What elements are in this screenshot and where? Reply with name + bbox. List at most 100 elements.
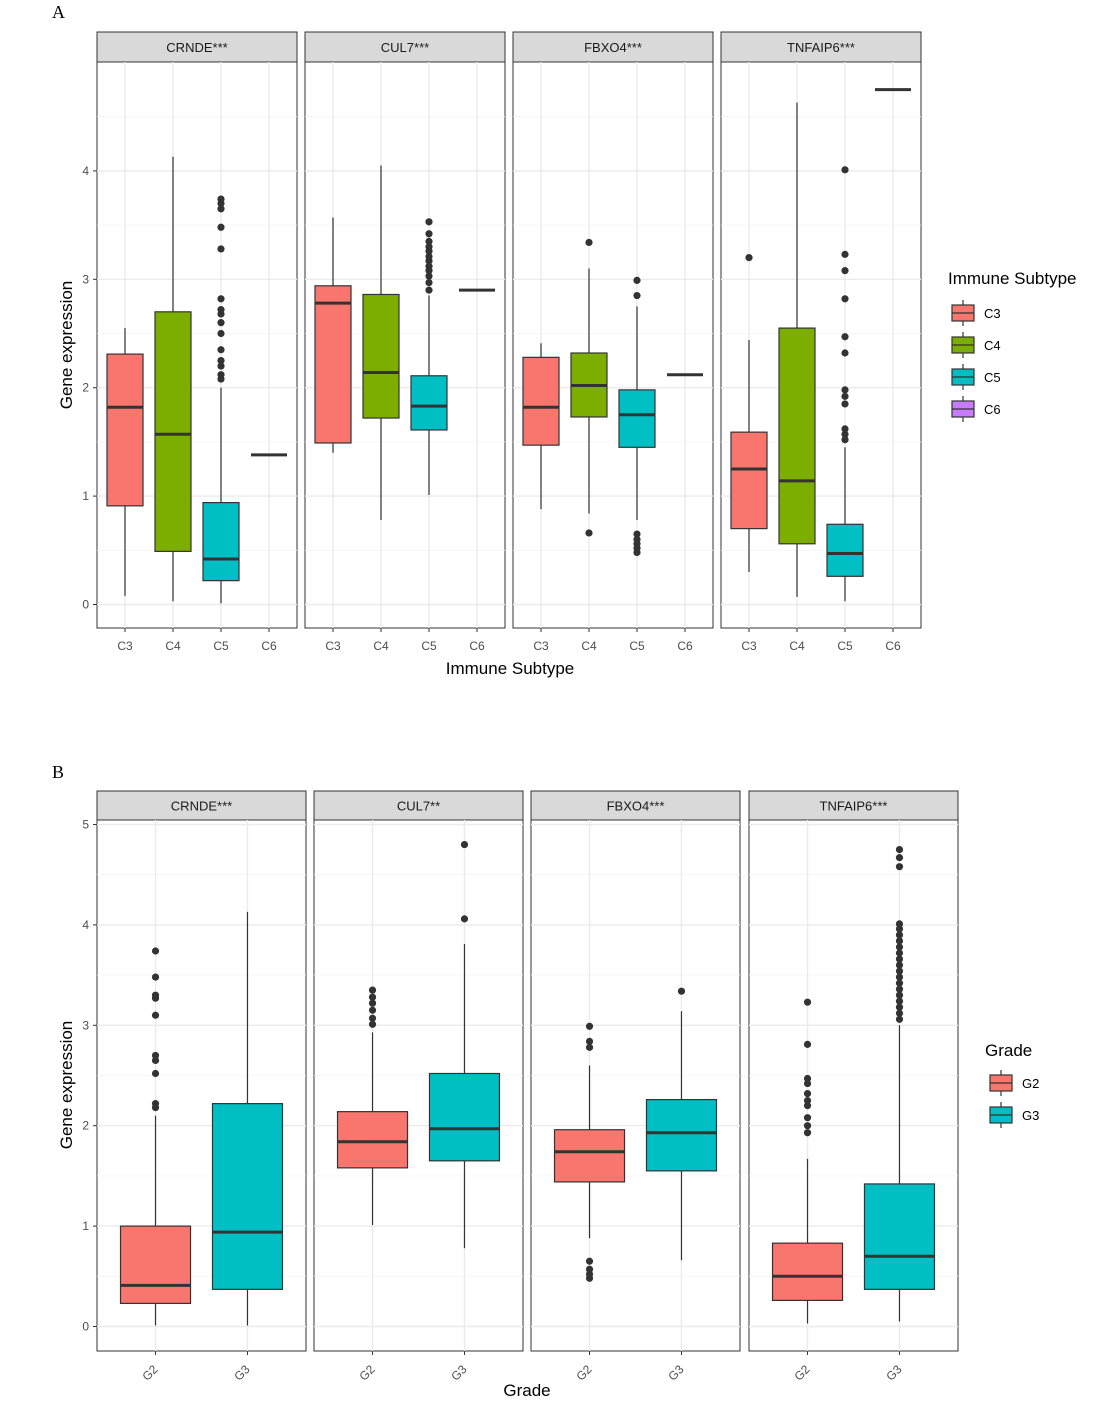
outlier-point xyxy=(895,949,904,957)
outlier-point xyxy=(895,961,904,969)
outlier-point xyxy=(803,998,812,1006)
outlier-point xyxy=(368,986,377,994)
outlier-point xyxy=(460,915,469,923)
facet-strip xyxy=(530,790,741,821)
y-tick-label: 2 xyxy=(82,1119,89,1133)
outlier-point xyxy=(585,1022,594,1030)
facet-strip xyxy=(748,790,959,821)
x-tick-label: C6 xyxy=(469,639,485,653)
outlier-point xyxy=(895,997,904,1005)
y-tick-label: 1 xyxy=(82,489,89,503)
x-tick-label: C5 xyxy=(629,639,645,653)
box-iqr xyxy=(645,1098,718,1172)
outlier-point xyxy=(841,250,849,258)
box-iqr xyxy=(154,311,192,552)
outlier-point xyxy=(151,1100,160,1108)
box-iqr xyxy=(314,285,352,444)
outlier-point xyxy=(803,1129,812,1137)
x-tick-label: C6 xyxy=(677,639,693,653)
facet-strip xyxy=(720,31,922,63)
outlier-point xyxy=(151,1056,160,1065)
box-iqr xyxy=(553,1129,626,1183)
box-G3 xyxy=(211,911,284,1326)
outlier-point xyxy=(841,333,849,341)
x-tick-label: C5 xyxy=(213,639,229,653)
outlier-point xyxy=(633,530,641,538)
outlier-point xyxy=(895,937,904,945)
facet-plot-area xyxy=(512,61,714,629)
facet-title: CUL7*** xyxy=(381,40,429,55)
outlier-point xyxy=(217,329,225,338)
legend-label: G2 xyxy=(1022,1076,1039,1091)
outlier-point xyxy=(633,535,641,544)
y-tick-label: 3 xyxy=(82,272,89,286)
outlier-point xyxy=(368,1020,377,1028)
facet-title: FBXO4*** xyxy=(584,40,642,55)
outlier-point xyxy=(217,346,225,354)
x-tick-label: C3 xyxy=(533,639,549,653)
x-tick-label: C4 xyxy=(581,639,597,653)
outlier-point xyxy=(803,1097,812,1105)
outlier-point xyxy=(151,1051,160,1060)
box-iqr xyxy=(211,1103,284,1290)
outlier-point xyxy=(895,925,904,933)
outlier-point xyxy=(217,295,225,303)
y-tick-label: 0 xyxy=(82,598,89,612)
outlier-point xyxy=(585,1257,594,1265)
outlier-point xyxy=(803,1089,812,1098)
outlier-point xyxy=(217,195,225,203)
y-tick-label: 0 xyxy=(82,1320,89,1334)
outlier-point xyxy=(368,1006,377,1014)
outlier-point xyxy=(425,218,433,226)
box-C4 xyxy=(570,238,608,537)
facet: TNFAIP6*** C3 C4 C5 C6 xyxy=(720,31,922,653)
outlier-point xyxy=(217,245,225,253)
legend-label: C4 xyxy=(984,338,1001,353)
box-G3 xyxy=(645,987,718,1261)
x-tick-label: C6 xyxy=(261,639,277,653)
box-iqr xyxy=(362,293,400,419)
outlier-point xyxy=(368,1014,377,1022)
outlier-point xyxy=(895,931,904,939)
facet-title: TNFAIP6*** xyxy=(820,799,888,814)
facet-plot-area xyxy=(304,61,506,629)
outlier-point xyxy=(217,362,225,370)
outlier-point xyxy=(841,166,849,174)
legend-label: C6 xyxy=(984,402,1001,417)
box-G2 xyxy=(119,947,192,1326)
outlier-point xyxy=(677,987,686,995)
outlier-point xyxy=(425,278,433,287)
outlier-point xyxy=(895,985,904,993)
x-tick-label: C3 xyxy=(741,639,757,653)
box-C3 xyxy=(314,217,352,453)
x-tick-label: C6 xyxy=(885,639,901,653)
y-tick-label: 4 xyxy=(82,164,89,178)
x-tick-label: G3 xyxy=(231,1362,252,1383)
x-tick-label: C5 xyxy=(837,639,853,653)
outlier-point xyxy=(585,1043,594,1051)
outlier-point xyxy=(841,430,849,438)
outlier-point xyxy=(895,991,904,999)
y-axis-title: Gene expression xyxy=(57,1021,76,1150)
x-tick-label: G2 xyxy=(356,1362,377,1383)
x-tick-label: G3 xyxy=(883,1362,904,1383)
box-C3 xyxy=(730,254,768,572)
box-iqr xyxy=(778,327,816,545)
box-C5 xyxy=(826,166,864,602)
outlier-point xyxy=(425,252,433,261)
box-C5 xyxy=(618,276,656,557)
facet-title: CRNDE*** xyxy=(166,40,227,55)
outlier-point xyxy=(217,223,225,231)
outlier-point xyxy=(425,262,433,270)
outlier-point xyxy=(841,425,849,433)
outlier-point xyxy=(425,243,433,251)
outlier-point xyxy=(803,1114,812,1122)
outlier-point xyxy=(841,267,849,275)
y-tick-label: 5 xyxy=(82,818,89,832)
facet-title: CUL7** xyxy=(397,799,440,814)
box-C3 xyxy=(522,343,560,510)
outlier-point xyxy=(895,846,904,854)
legend: Grade G2 G3 xyxy=(985,1041,1039,1128)
box-C5 xyxy=(202,195,240,604)
